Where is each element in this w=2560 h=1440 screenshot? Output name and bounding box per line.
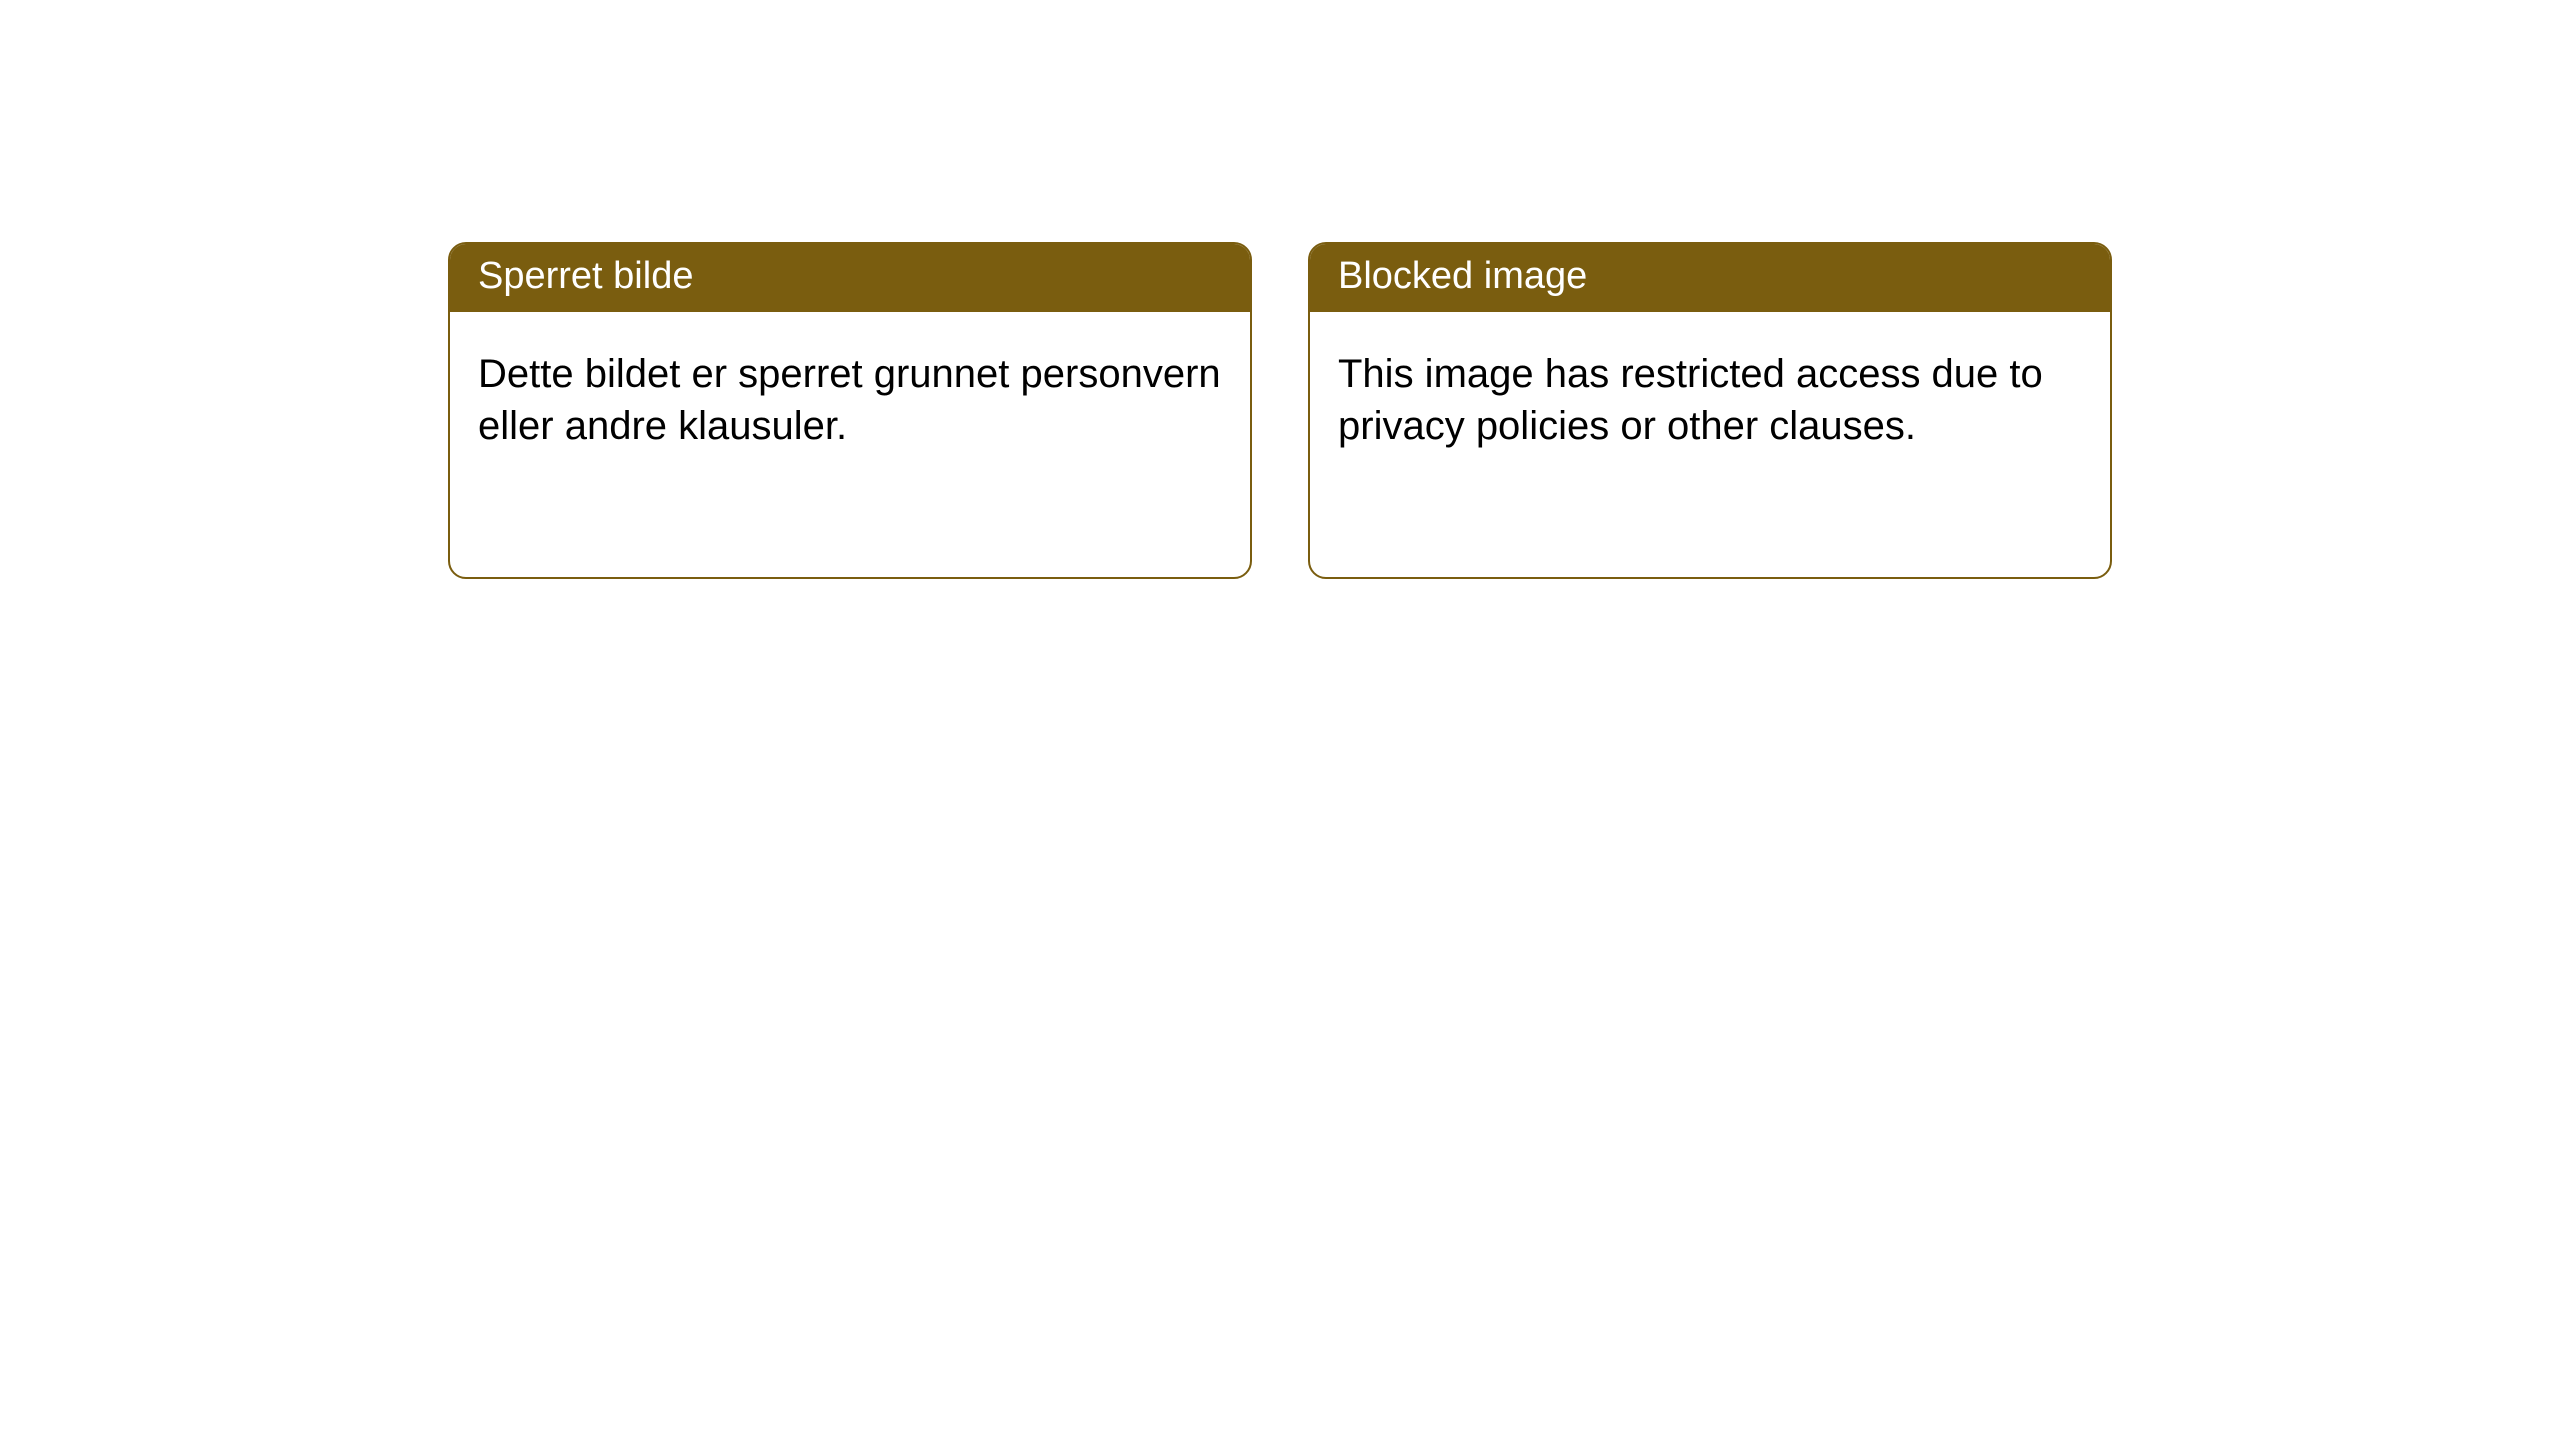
notice-header: Sperret bilde — [450, 244, 1250, 312]
notice-card-english: Blocked image This image has restricted … — [1308, 242, 2112, 579]
notice-container: Sperret bilde Dette bildet er sperret gr… — [0, 0, 2560, 579]
notice-header: Blocked image — [1310, 244, 2110, 312]
notice-body: This image has restricted access due to … — [1310, 312, 2110, 488]
notice-card-norwegian: Sperret bilde Dette bildet er sperret gr… — [448, 242, 1252, 579]
notice-body: Dette bildet er sperret grunnet personve… — [450, 312, 1250, 488]
